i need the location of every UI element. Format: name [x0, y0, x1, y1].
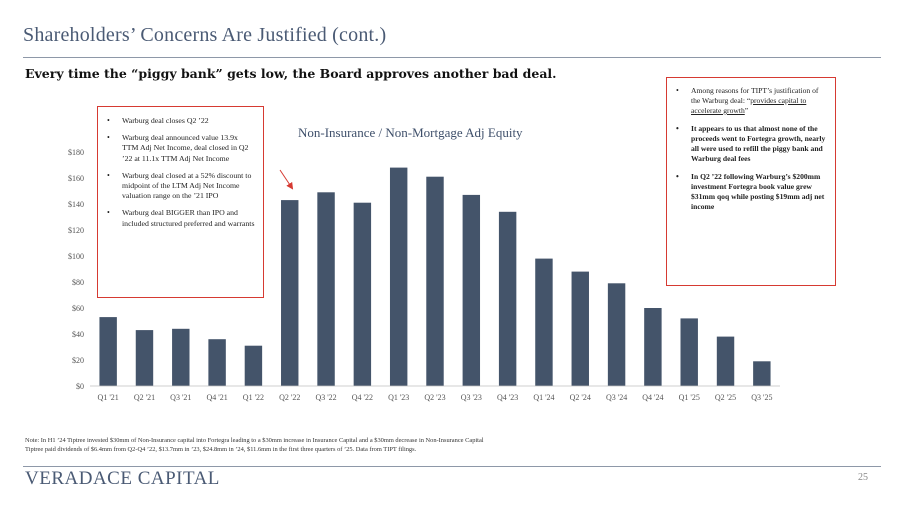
y-tick-label: $0 [76, 382, 84, 391]
callout-right-item: It appears to us that almost none of the… [675, 124, 827, 164]
bar-q2-21 [135, 330, 154, 386]
bar-q1-22 [244, 345, 263, 386]
x-tick-label: Q1 '24 [533, 393, 554, 402]
bar-q3-21 [172, 328, 190, 386]
bar-q2-24 [571, 271, 589, 386]
warburg-deal-callout: Warburg deal closes Q2 ’22 Warburg deal … [97, 106, 264, 298]
bar-q3-24 [607, 283, 626, 386]
y-tick-label: $160 [68, 174, 84, 183]
footnote: Note: In H1 ’24 Tiptree invested $30mm o… [25, 436, 484, 454]
y-tick-label: $120 [68, 226, 84, 235]
bar-q1-25 [680, 318, 698, 386]
callout-left-item: Warburg deal announced value 13.9x TTM A… [106, 133, 255, 164]
y-tick-label: $80 [72, 278, 84, 287]
bar-q2-25 [716, 336, 735, 386]
x-tick-label: Q4 '23 [497, 393, 518, 402]
x-tick-label: Q1 '25 [679, 393, 700, 402]
x-tick-label: Q2 '24 [570, 393, 591, 402]
x-tick-label: Q3 '22 [315, 393, 336, 402]
footnote-line: Tiptree paid dividends of $6.4mm from Q2… [25, 446, 417, 453]
footer-divider [23, 466, 881, 467]
callout-right-item: In Q2 ’22 following Warburg’s $200mm inv… [675, 172, 827, 212]
tipt-justification-callout: Among reasons for TIPT’s justification o… [666, 77, 836, 286]
equity-bar-chart: $0 $20 $40 $60 $80 $100 $120 $140 $160 $180 Q1 '2… [68, 148, 780, 402]
x-tick-label: Q2 '22 [279, 393, 300, 402]
page-subtitle: Every time the “piggy bank” gets low, th… [25, 66, 557, 81]
x-tick-label: Q1 '22 [243, 393, 264, 402]
x-tick-label: Q2 '21 [134, 393, 155, 402]
x-tick-label: Q3 '23 [461, 393, 482, 402]
brand-logo-text: VERADACE CAPITAL [25, 468, 220, 489]
x-tick-label: Q3 '24 [606, 393, 627, 402]
bar-q1-24 [535, 258, 553, 386]
x-tick-label: Q1 '23 [388, 393, 409, 402]
x-tick-label: Q3 '25 [751, 393, 772, 402]
chart-title: Non-Insurance / Non-Mortgage Adj Equity [298, 125, 523, 140]
callout-left-item: Warburg deal BIGGER than IPO and include… [106, 208, 255, 228]
bar-q4-23 [498, 211, 517, 386]
bar-q3-25 [753, 361, 771, 386]
footnote-line: Note: In H1 ’24 Tiptree invested $30mm o… [25, 437, 484, 444]
bar-q4-22 [353, 202, 372, 386]
bar-q3-22 [317, 192, 335, 386]
callout-left-item: Warburg deal closed at a 52% discount to… [106, 171, 255, 202]
callout-text: ” [744, 106, 749, 115]
page-title: Shareholders’ Concerns Are Justified (co… [23, 24, 387, 46]
callout-left-item: Warburg deal closes Q2 ’22 [106, 116, 255, 126]
x-tick-label: Q3 '21 [170, 393, 191, 402]
bar-q2-23 [426, 176, 444, 386]
y-tick-label: $140 [68, 200, 84, 209]
callout-text: Among reasons for TIPT’s justification o… [691, 86, 819, 105]
x-tick-label: Q2 '25 [715, 393, 736, 402]
x-tick-label: Q4 '24 [642, 393, 663, 402]
title-divider [23, 57, 881, 58]
quoted-justification: provides capital to accelerate growth [691, 96, 807, 115]
x-tick-label: Q2 '23 [424, 393, 445, 402]
x-tick-label: Q4 '21 [206, 393, 227, 402]
x-tick-label: Q1 '21 [98, 393, 119, 402]
y-tick-label: $180 [68, 148, 84, 157]
callout-arrow [279, 169, 294, 190]
y-tick-label: $60 [72, 304, 84, 313]
y-tick-label: $20 [72, 356, 84, 365]
y-tick-label: $100 [68, 252, 84, 261]
bar-q1-21 [99, 317, 117, 386]
callout-right-item: Among reasons for TIPT’s justification o… [675, 86, 827, 116]
bar-q2-22 [281, 200, 299, 386]
y-tick-label: $40 [72, 330, 84, 339]
bar-q4-21 [208, 339, 226, 386]
page-number: 25 [858, 472, 868, 483]
bar-q4-24 [644, 308, 662, 386]
bar-q1-23 [389, 167, 408, 386]
bar-q3-23 [462, 194, 481, 386]
x-tick-label: Q4 '22 [352, 393, 373, 402]
